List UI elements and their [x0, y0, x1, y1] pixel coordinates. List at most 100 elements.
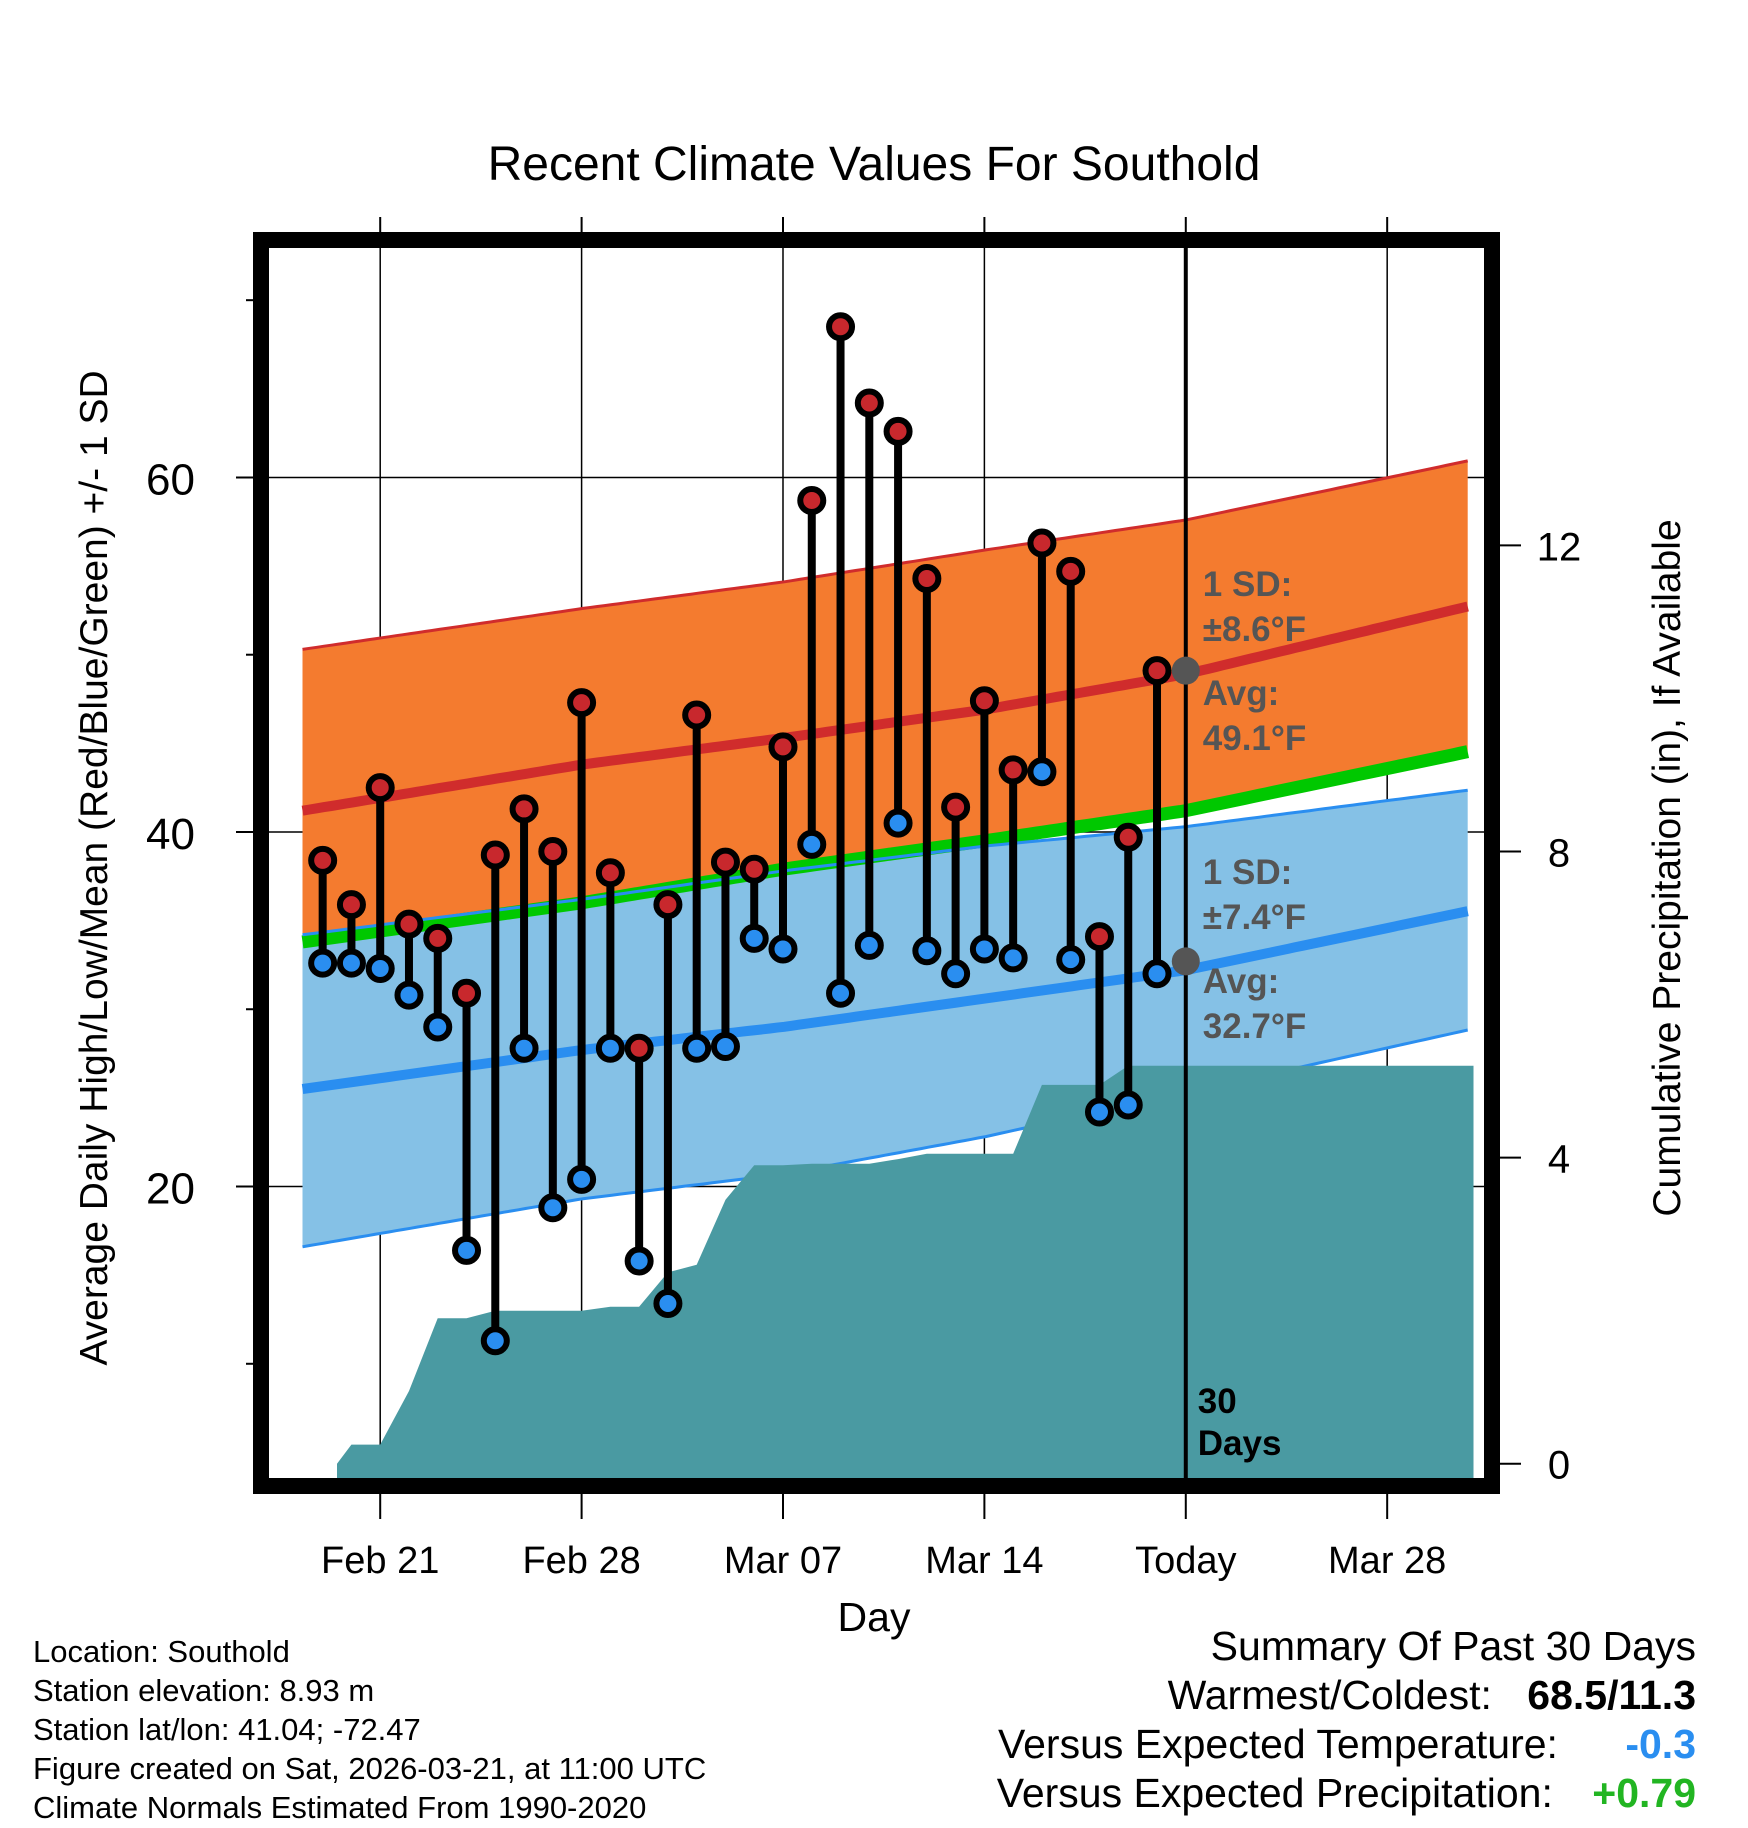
daily-high-point — [538, 836, 568, 866]
y-tick-label: 60 — [146, 455, 195, 504]
daily-low-point — [739, 923, 769, 953]
chart-title: Recent Climate Values For Southold — [488, 138, 1261, 191]
high-sd-band — [302, 460, 1468, 942]
y2-tick-label: 4 — [1548, 1138, 1570, 1182]
summary-precipitation: Versus Expected Precipitation: +0.79 — [997, 1769, 1696, 1818]
high-upper-line — [302, 459, 1469, 651]
daily-low-point — [653, 1289, 683, 1319]
high-avg-marker — [1171, 656, 1200, 685]
low-avg-title: Avg: — [1203, 962, 1279, 1001]
x-tick-label: Mar 07 — [724, 1540, 842, 1582]
temperature-value: -0.3 — [1625, 1721, 1696, 1767]
daily-low-point — [710, 1031, 740, 1061]
x-tick-label: Today — [1135, 1540, 1236, 1582]
daily-high-point — [1142, 656, 1172, 686]
y2-tick-label: 0 — [1548, 1444, 1570, 1488]
daily-high-point — [452, 978, 482, 1008]
normal-high-line — [301, 601, 1469, 816]
daily-high-point — [423, 923, 453, 953]
daily-low-point — [394, 980, 424, 1010]
daily-low-point — [1113, 1090, 1143, 1120]
daily-low-point — [883, 808, 913, 838]
today-days-count: 30 — [1198, 1382, 1237, 1421]
daily-low-point — [1084, 1097, 1114, 1127]
daily-low-point — [682, 1033, 712, 1063]
daily-low-point — [854, 930, 884, 960]
y-tick-label: 20 — [146, 1165, 195, 1214]
summary-title: Summary Of Past 30 Days — [1210, 1623, 1696, 1669]
daily-high-point — [912, 563, 942, 593]
daily-low-point — [1056, 945, 1086, 975]
daily-low-point — [1142, 959, 1172, 989]
info-location: Location: Southold — [33, 1634, 290, 1669]
daily-high-point — [941, 792, 971, 822]
low-avg-marker — [1171, 947, 1200, 976]
daily-low-point — [452, 1235, 482, 1265]
daily-high-point — [826, 312, 856, 342]
precipitation-label: Versus Expected Precipitation: — [996, 1770, 1553, 1816]
x-tick-label: Feb 21 — [321, 1540, 439, 1582]
y2-axis-label: Cumulative Precipitation (in), If Availa… — [1646, 519, 1689, 1216]
daily-low-point — [826, 978, 856, 1008]
y2-tick-label: 8 — [1548, 832, 1570, 876]
daily-high-point — [567, 688, 597, 718]
daily-low-point — [365, 953, 395, 983]
daily-high-point — [509, 794, 539, 824]
high-sd-title: 1 SD: — [1203, 565, 1292, 604]
x-tick-label: Mar 28 — [1328, 1540, 1446, 1582]
low-sd-value: ±7.4°F — [1203, 898, 1306, 937]
daily-high-point — [739, 854, 769, 884]
daily-low-point — [336, 948, 366, 978]
info-normals: Climate Normals Estimated From 1990-2020 — [33, 1790, 647, 1825]
daily-high-point — [365, 773, 395, 803]
high-avg-value: 49.1°F — [1203, 719, 1307, 758]
y2-tick-label: 12 — [1537, 525, 1582, 569]
daily-high-point — [1113, 822, 1143, 852]
precipitation-value: +0.79 — [1592, 1770, 1696, 1816]
temperature-label: Versus Expected Temperature: — [998, 1721, 1558, 1767]
daily-high-point — [797, 485, 827, 515]
daily-high-point — [624, 1033, 654, 1063]
daily-low-point — [912, 936, 942, 966]
low-sd-title: 1 SD: — [1203, 853, 1292, 892]
x-axis-label: Day — [838, 1594, 911, 1640]
low-avg-value: 32.7°F — [1203, 1007, 1307, 1046]
plot-frame — [253, 232, 1500, 1494]
y-tick-label: 40 — [146, 810, 195, 859]
daily-high-point — [1056, 556, 1086, 586]
info-created: Figure created on Sat, 2026-03-21, at 11… — [33, 1751, 707, 1786]
warmest-coldest-value: 68.5/11.3 — [1527, 1672, 1696, 1718]
daily-high-point — [710, 847, 740, 877]
daily-low-point — [308, 948, 338, 978]
daily-high-point — [969, 686, 999, 716]
daily-low-point — [998, 943, 1028, 973]
y-axis-label: Average Daily High/Low/Mean (Red/Blue/Gr… — [73, 370, 116, 1365]
info-latlon: Station lat/lon: 41.04; -72.47 — [33, 1712, 421, 1747]
high-avg-title: Avg: — [1203, 674, 1279, 713]
daily-low-point — [941, 959, 971, 989]
x-tick-label: Feb 28 — [522, 1540, 640, 1582]
summary-temperature: Versus Expected Temperature: -0.3 — [997, 1720, 1696, 1769]
daily-low-point — [595, 1033, 625, 1063]
precipitation-area — [337, 1065, 1474, 1479]
daily-high-point — [768, 732, 798, 762]
high-sd-value: ±8.6°F — [1203, 610, 1306, 649]
daily-low-point — [538, 1193, 568, 1223]
daily-high-point — [595, 858, 625, 888]
today-days-label: Days — [1198, 1424, 1282, 1463]
daily-low-point — [624, 1246, 654, 1276]
info-elevation: Station elevation: 8.93 m — [33, 1673, 375, 1708]
daily-high-point — [998, 755, 1028, 785]
daily-high-point — [394, 909, 424, 939]
daily-high-point — [480, 840, 510, 870]
daily-low-point — [768, 934, 798, 964]
daily-high-point — [883, 416, 913, 446]
daily-low-point — [480, 1326, 510, 1356]
daily-low-point — [567, 1164, 597, 1194]
daily-low-point — [797, 829, 827, 859]
warmest-coldest-label: Warmest/Coldest: — [1167, 1672, 1492, 1718]
x-tick-label: Mar 14 — [925, 1540, 1043, 1582]
daily-high-point — [1027, 528, 1057, 558]
summary-warmest-coldest: Warmest/Coldest: 68.5/11.3 — [997, 1671, 1696, 1720]
